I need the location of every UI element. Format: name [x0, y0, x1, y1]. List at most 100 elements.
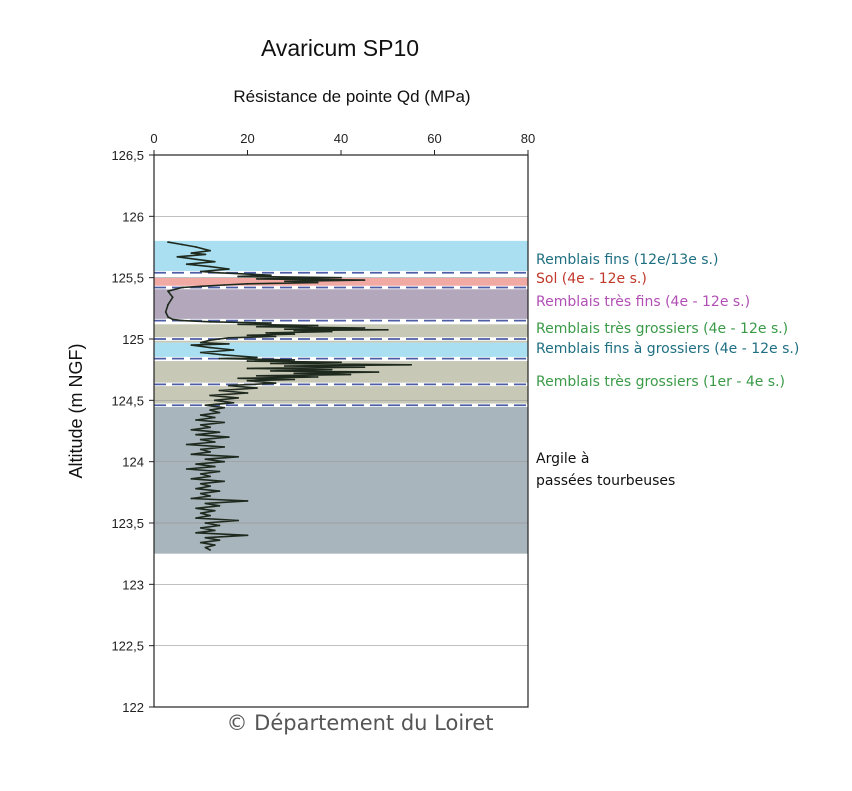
data-point-35: [316, 324, 319, 327]
data-point-67: [269, 369, 272, 372]
data-point-116: [223, 480, 226, 483]
data-point-65: [246, 367, 249, 370]
data-point-104: [209, 450, 212, 453]
data-point-88: [218, 411, 221, 414]
data-point-13: [218, 271, 221, 274]
data-point-137: [195, 531, 197, 534]
data-point-27: [167, 303, 169, 306]
data-point-41: [330, 330, 333, 333]
y-tick-label-3: 125: [122, 332, 144, 347]
data-point-29: [167, 316, 169, 318]
data-point-79: [218, 389, 221, 392]
x-tick-label-0: 0: [150, 131, 157, 146]
x-tick-label-2: 40: [334, 131, 348, 146]
y-tick-label-0: 126,5: [111, 148, 144, 163]
data-point-19: [284, 280, 286, 283]
data-point-136: [213, 529, 216, 532]
data-point-11: [227, 268, 230, 270]
data-point-16: [340, 276, 342, 279]
data-point-71: [255, 374, 258, 377]
data-point-64: [363, 366, 366, 369]
data-point-38: [284, 328, 286, 331]
data-point-50: [227, 343, 230, 345]
data-point-30: [171, 318, 174, 321]
data-point-81: [209, 394, 212, 397]
data-point-134: [218, 524, 221, 527]
data-point-36: [255, 325, 258, 328]
data-point-90: [213, 416, 216, 419]
data-point-93: [199, 423, 202, 426]
data-point-131: [195, 517, 197, 519]
data-point-58: [293, 358, 296, 361]
data-point-54: [199, 351, 202, 354]
data-point-47: [218, 338, 221, 340]
data-point-91: [195, 419, 197, 421]
data-point-101: [185, 443, 188, 446]
data-point-46: [227, 336, 230, 339]
data-point-72: [316, 376, 319, 378]
data-point-84: [232, 401, 235, 404]
data-point-139: [204, 536, 207, 539]
data-point-32: [209, 320, 212, 323]
data-point-86: [223, 406, 226, 409]
data-point-12: [199, 270, 202, 273]
data-point-89: [199, 414, 202, 416]
data-point-28: [164, 311, 167, 313]
data-point-115: [190, 477, 193, 480]
data-point-55: [223, 354, 226, 356]
data-point-125: [204, 502, 207, 505]
data-point-3: [209, 249, 212, 252]
data-point-96: [218, 431, 221, 434]
x-tick-label-1: 20: [240, 131, 254, 146]
y-axis-label: Altitude (m NGF): [66, 343, 86, 478]
data-point-45: [274, 335, 277, 338]
data-point-9: [185, 263, 188, 266]
data-point-77: [227, 384, 230, 387]
data-point-117: [199, 482, 202, 485]
data-point-94: [209, 426, 212, 429]
data-point-135: [199, 527, 202, 529]
data-point-110: [213, 465, 216, 468]
data-point-128: [213, 509, 216, 512]
data-point-20: [316, 281, 319, 284]
data-point-33: [269, 322, 272, 324]
data-point-80: [246, 392, 249, 394]
data-point-31: [181, 319, 183, 322]
layer-label-3: Remblais très grossiers (4e - 12e s.): [536, 321, 788, 337]
data-point-66: [330, 368, 333, 371]
copyright-credit: © Département du Loiret: [226, 711, 493, 735]
data-point-138: [246, 534, 249, 537]
data-point-82: [237, 396, 240, 399]
layer-band-4: [154, 342, 528, 359]
data-point-122: [209, 495, 212, 497]
data-point-127: [195, 507, 197, 510]
data-point-7: [195, 258, 197, 261]
layer-band-0: [154, 240, 528, 272]
data-point-15: [237, 275, 240, 278]
data-point-87: [209, 409, 212, 412]
data-point-18: [363, 279, 366, 282]
data-point-51: [190, 344, 193, 347]
y-tick-label-4: 124,5: [111, 393, 144, 408]
data-point-111: [185, 468, 188, 470]
layer-label-6: Argile à passées tourbeuses: [536, 451, 675, 489]
data-point-120: [218, 490, 221, 493]
data-point-119: [195, 487, 197, 490]
data-point-109: [195, 463, 197, 466]
data-point-75: [246, 379, 249, 382]
data-point-39: [386, 328, 389, 331]
data-point-6: [176, 255, 179, 258]
data-point-126: [218, 504, 221, 507]
data-point-78: [255, 387, 258, 389]
chart-title: Avaricum SP10: [261, 35, 419, 61]
data-point-26: [171, 296, 174, 299]
data-point-43: [293, 333, 296, 335]
data-point-0: [167, 241, 169, 243]
data-point-105: [190, 453, 193, 456]
chart-subtitle: Résistance de pointe Qd (MPa): [233, 87, 470, 106]
y-tick-label-9: 122: [122, 700, 144, 715]
data-point-103: [199, 448, 202, 451]
layer-label-1: Sol (4e - 12e s.): [536, 271, 647, 287]
data-point-97: [195, 433, 197, 436]
x-tick-label-4: 80: [521, 131, 535, 146]
